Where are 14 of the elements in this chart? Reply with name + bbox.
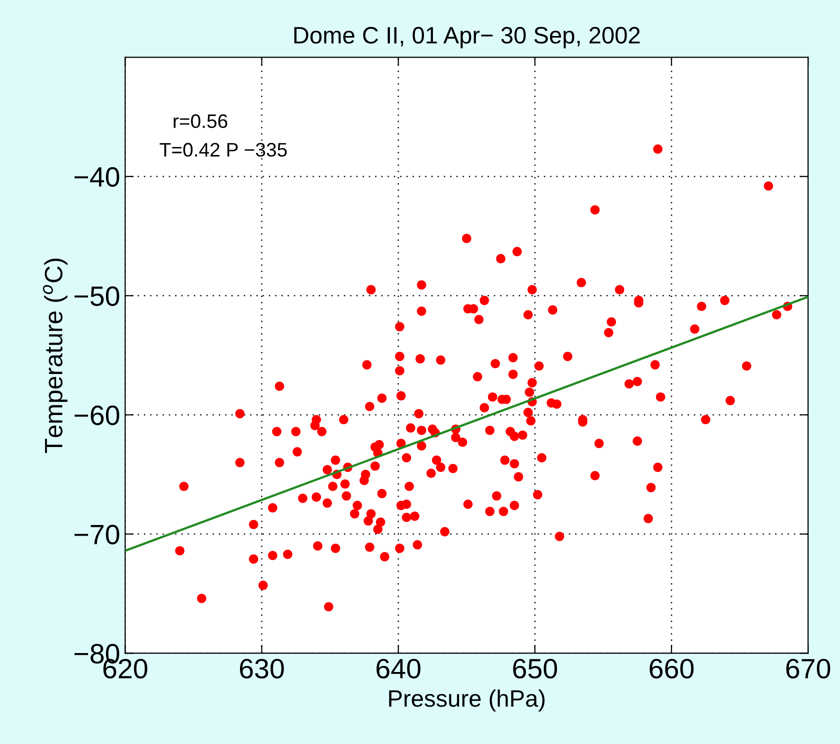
x-tick-label: 670 xyxy=(786,658,830,678)
x-tick-label: 650 xyxy=(513,658,557,678)
y-tick-label: −70 xyxy=(74,524,120,544)
y-tick-label: −40 xyxy=(74,167,120,187)
chart-title: Dome C II, 01 Apr− 30 Sep, 2002 xyxy=(294,26,640,48)
x-axis-title: Pressure (hPa) xyxy=(389,690,545,712)
y-tick-label: −60 xyxy=(74,406,120,426)
x-tick-label: 630 xyxy=(240,658,284,678)
y-axis-title: Temperature ($^{o}$C) xyxy=(42,258,68,453)
y-tick-label: −50 xyxy=(74,286,120,306)
x-tick-label: 660 xyxy=(650,658,694,678)
x-tick-label: 640 xyxy=(376,658,420,678)
annotation: T=0.42 P −335 xyxy=(160,142,287,157)
annotation: r=0.56 xyxy=(174,114,228,128)
